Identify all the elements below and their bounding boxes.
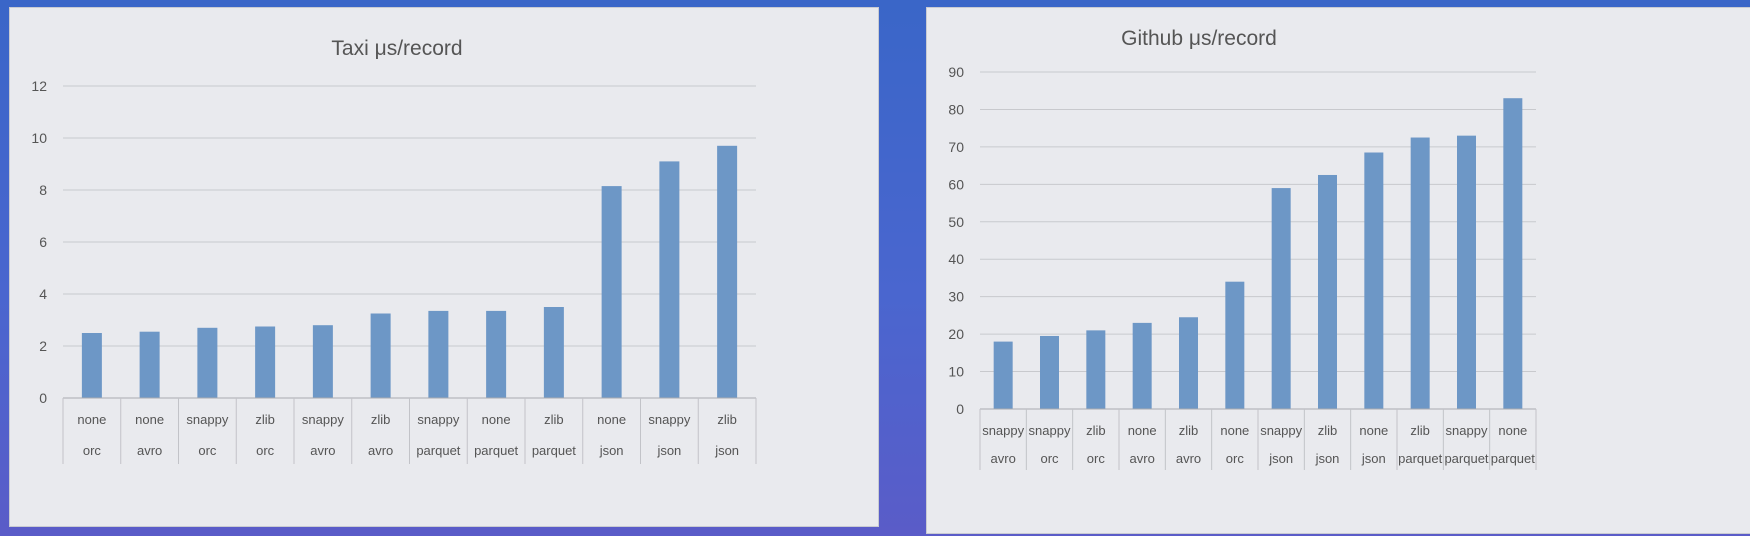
x-tick-label-compression: snappy	[302, 412, 344, 427]
x-tick-label-format: json	[1315, 451, 1340, 466]
x-tick-label-compression: none	[482, 412, 511, 427]
bar	[312, 325, 333, 398]
bar	[428, 310, 449, 398]
y-tick-label: 4	[39, 286, 47, 302]
x-tick-label-format: parquet	[1398, 451, 1442, 466]
x-tick-label-format: avro	[1176, 451, 1201, 466]
x-tick-label-format: avro	[368, 443, 393, 458]
x-tick-label-compression: zlib	[255, 412, 275, 427]
bar	[543, 307, 564, 398]
x-tick-label-compression: none	[135, 412, 164, 427]
bar	[601, 186, 622, 398]
x-tick-label-format: json	[714, 443, 739, 458]
x-tick-label-format: json	[1361, 451, 1386, 466]
bar	[717, 145, 738, 398]
taxi-chart: Taxi μs/record 0 2 4 6 8 10 12 none orc none avro sn…	[31, 37, 757, 464]
bar	[1318, 174, 1337, 409]
x-tick-label-compression: none	[1220, 423, 1249, 438]
x-tick-label-format: json	[599, 443, 624, 458]
x-tick-label-compression: snappy	[186, 412, 228, 427]
x-tick-label-compression: none	[597, 412, 626, 427]
x-tick-label-compression: none	[1359, 423, 1388, 438]
bar	[1040, 335, 1059, 409]
x-tick-label-compression: zlib	[1179, 423, 1199, 438]
x-tick-label-format: orc	[256, 443, 275, 458]
y-tick-label: 0	[39, 390, 47, 406]
x-tick-label-compression: snappy	[1260, 423, 1302, 438]
bar	[81, 333, 102, 398]
bar	[255, 326, 276, 398]
y-tick-label: 12	[31, 78, 47, 94]
bar	[993, 341, 1013, 409]
x-tick-label-compression: snappy	[417, 412, 459, 427]
bar	[139, 331, 160, 398]
x-tick-label-format: parquet	[532, 443, 576, 458]
y-tick-label: 50	[948, 214, 964, 230]
x-tick-label-format: json	[1268, 451, 1293, 466]
x-tick-label-compression: zlib	[717, 412, 737, 427]
taxi-chart-panel: Taxi μs/record 0 2 4 6 8 10 12 none orc none avro sn…	[9, 7, 879, 527]
x-tick-label-format: orc	[1040, 451, 1059, 466]
x-tick-label-format: orc	[83, 443, 102, 458]
x-tick-label-format: orc	[1226, 451, 1245, 466]
x-tick-label-compression: none	[1498, 423, 1527, 438]
x-tick-label-compression: snappy	[648, 412, 690, 427]
y-tick-label: 20	[948, 326, 964, 342]
bar	[370, 313, 391, 398]
bar	[659, 161, 680, 398]
y-tick-label: 10	[31, 130, 47, 146]
bar	[197, 327, 218, 398]
x-tick-label-compression: zlib	[371, 412, 391, 427]
y-tick-label: 10	[948, 364, 964, 380]
x-tick-label-compression: zlib	[1410, 423, 1430, 438]
bar	[1179, 317, 1198, 409]
x-tick-label-format: avro	[310, 443, 335, 458]
bar	[1364, 152, 1384, 409]
x-tick-label-compression: zlib	[544, 412, 564, 427]
chart-title: Taxi μs/record	[331, 37, 462, 60]
bar	[1271, 188, 1291, 409]
y-tick-label: 2	[39, 338, 47, 354]
bar	[1457, 135, 1476, 409]
x-tick-label-compression: zlib	[1086, 423, 1106, 438]
x-tick-label-format: avro	[991, 451, 1016, 466]
github-chart-panel: Github μs/record 0 10 20 30 40 50 60 70 80 90 snapp…	[926, 7, 1750, 534]
y-tick-label: 6	[39, 234, 47, 250]
github-chart: Github μs/record 0 10 20 30 40 50 60 70 80 90 snapp…	[948, 27, 1537, 470]
x-tick-label-compression: none	[77, 412, 106, 427]
y-tick-label: 60	[948, 176, 964, 192]
y-tick-label: 8	[39, 182, 47, 198]
x-tick-label-compression: snappy	[982, 423, 1024, 438]
y-tick-label: 0	[956, 401, 964, 417]
x-tick-label-format: parquet	[1444, 451, 1488, 466]
y-tick-label: 30	[948, 289, 964, 305]
bar	[1503, 98, 1523, 409]
x-tick-label-format: parquet	[416, 443, 460, 458]
y-tick-label: 80	[948, 101, 964, 117]
x-tick-label-format: avro	[1130, 451, 1155, 466]
chart-title: Github μs/record	[1121, 27, 1277, 50]
x-tick-label-format: json	[656, 443, 681, 458]
x-tick-label-compression: snappy	[1029, 423, 1071, 438]
x-tick-label-compression: zlib	[1318, 423, 1338, 438]
x-tick-label-format: orc	[198, 443, 217, 458]
x-tick-label-format: avro	[137, 443, 162, 458]
bar	[1086, 330, 1106, 409]
y-tick-label: 90	[948, 64, 964, 80]
y-tick-label: 70	[948, 139, 964, 155]
x-tick-label-compression: none	[1128, 423, 1157, 438]
x-tick-label-format: parquet	[1491, 451, 1535, 466]
x-tick-label-format: parquet	[474, 443, 518, 458]
x-tick-label-compression: snappy	[1446, 423, 1488, 438]
bar	[1132, 322, 1152, 409]
bar	[1225, 281, 1245, 409]
bar	[486, 310, 507, 398]
x-tick-label-format: orc	[1087, 451, 1106, 466]
y-tick-label: 40	[948, 251, 964, 267]
bar	[1410, 137, 1430, 409]
